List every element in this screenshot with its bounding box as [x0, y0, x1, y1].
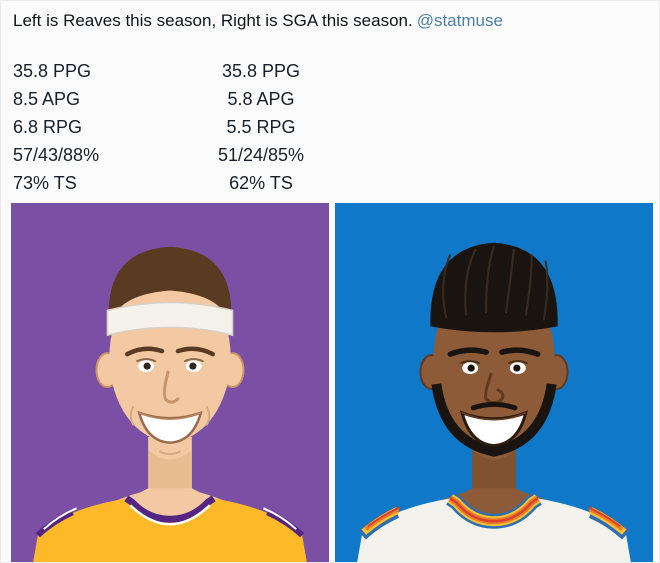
- reaves-face-features: [125, 346, 215, 456]
- caption: Left is Reaves this season, Right is SGA…: [1, 1, 659, 32]
- left-eyebrow: [447, 347, 489, 357]
- sga-cartoon-svg: [335, 203, 653, 562]
- reaves-head: [95, 246, 245, 442]
- sga-illustration: [335, 203, 653, 562]
- sga-head: [419, 242, 569, 457]
- nose: [162, 370, 180, 404]
- right-splits: 51/24/85%: [217, 144, 305, 165]
- stats-table: 35.8 PPG 35.8 PPG 8.5 APG 5.8 APG 6.8 RP…: [1, 57, 659, 197]
- stat-row-ppg: 35.8 PPG 35.8 PPG: [1, 57, 659, 85]
- sga-beard: [431, 383, 557, 457]
- braids: [442, 245, 549, 321]
- left-rpg: 6.8 RPG: [13, 116, 83, 137]
- right-apg: 5.8 APG: [227, 88, 295, 109]
- reaves-jersey: [33, 495, 307, 562]
- stat-row-rpg: 6.8 RPG 5.5 RPG: [1, 113, 659, 141]
- sga-jersey: [357, 492, 631, 562]
- strap-rainbow-trim: [357, 506, 631, 540]
- stat-row-apg: 8.5 APG 5.8 APG: [1, 85, 659, 113]
- left-apg: 8.5 APG: [13, 88, 81, 109]
- statmuse-mention-link[interactable]: @statmuse: [416, 11, 503, 30]
- caption-text: Left is Reaves this season, Right is SGA…: [13, 11, 413, 30]
- stat-row-ts: 73% TS 62% TS: [1, 169, 659, 197]
- stat-row-splits: 57/43/88% 51/24/85%: [1, 141, 659, 169]
- right-eyebrow: [175, 346, 215, 357]
- reaves-cartoon-svg: [11, 203, 329, 562]
- left-ppg: 35.8 PPG: [13, 60, 92, 81]
- illustration-panels: [1, 203, 659, 562]
- collar-rainbow-trim: [446, 492, 542, 529]
- smile: [460, 410, 528, 448]
- left-ts: 73% TS: [13, 172, 77, 193]
- sga-face-features: [447, 347, 541, 456]
- right-rpg: 5.5 RPG: [226, 116, 296, 137]
- mustache: [470, 401, 518, 411]
- right-ts: 62% TS: [229, 172, 293, 193]
- smile: [137, 410, 203, 444]
- right-eyebrow: [499, 347, 541, 357]
- reaves-hair: [108, 246, 232, 327]
- left-splits: 57/43/88%: [13, 144, 100, 165]
- left-eyebrow: [125, 346, 165, 357]
- right-ppg: 35.8 PPG: [221, 60, 301, 81]
- reaves-illustration: [11, 203, 329, 562]
- chin-beard: [480, 448, 508, 456]
- reaves-headband: [106, 301, 234, 337]
